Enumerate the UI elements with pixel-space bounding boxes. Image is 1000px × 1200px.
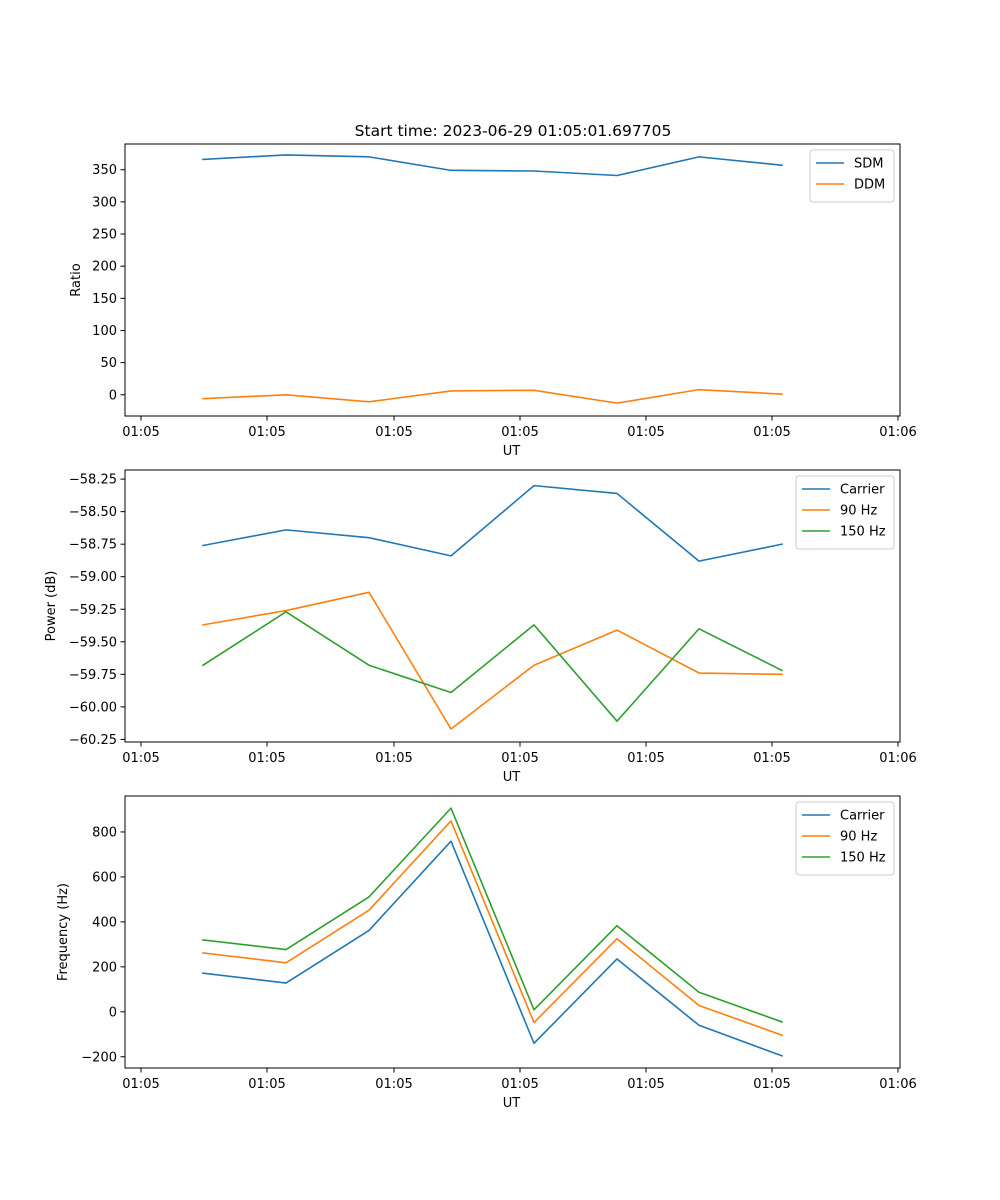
x-axis-label: UT [503, 444, 521, 459]
x-tick-label: 01:05 [501, 751, 538, 766]
y-tick-label: −58.75 [69, 538, 117, 553]
series-line-150-hz [202, 807, 784, 1023]
y-tick-label: −59.75 [69, 668, 117, 683]
y-tick-label: 300 [92, 195, 117, 210]
y-axis-label: Ratio [69, 263, 84, 296]
series-line-150-hz [201, 611, 784, 722]
y-tick-label: 800 [92, 825, 117, 840]
plot-frame [124, 143, 901, 417]
legend-entry: Carrier [840, 809, 885, 824]
x-tick-label: 01:05 [627, 1077, 664, 1092]
series-line-carrier [202, 484, 783, 562]
plot-frame [124, 795, 901, 1069]
y-tick-label: 100 [92, 324, 117, 339]
x-tick-label: 01:05 [375, 1077, 412, 1092]
x-tick-label: 01:05 [375, 751, 412, 766]
series-line-sdm [202, 154, 783, 177]
x-tick-label: 01:05 [501, 425, 538, 440]
series-line-90-hz [202, 820, 784, 1037]
y-tick-label: 0 [109, 1005, 117, 1020]
y-tick-label: 200 [92, 260, 117, 275]
legend-entry: 150 Hz [840, 525, 886, 540]
legend-entry: SDM [854, 157, 883, 172]
plot-frame [124, 469, 901, 743]
legend-entry: 150 Hz [840, 851, 886, 866]
y-axis-label: Power (dB) [44, 571, 59, 642]
legend: Carrier 90 Hz 150 Hz [795, 475, 895, 550]
y-tick-label: −58.50 [69, 505, 117, 520]
x-tick-label: 01:05 [627, 751, 664, 766]
x-tick-label: 01:05 [248, 751, 285, 766]
x-tick-label: 01:06 [879, 751, 916, 766]
y-axis-label: Frequency (Hz) [56, 883, 71, 981]
y-tick-label: 150 [92, 292, 117, 307]
x-tick-label: 01:05 [501, 1077, 538, 1092]
x-tick-label: 01:05 [248, 425, 285, 440]
x-tick-label: 01:05 [753, 425, 790, 440]
x-tick-label: 01:05 [753, 751, 790, 766]
y-tick-label: −59.00 [69, 570, 117, 585]
x-tick-label: 01:06 [879, 425, 916, 440]
x-tick-label: 01:05 [753, 1077, 790, 1092]
series-line-ddm [202, 388, 783, 404]
legend-entry: DDM [854, 178, 885, 193]
y-tick-label: 50 [100, 356, 117, 371]
y-tick-label: 0 [109, 388, 117, 403]
x-tick-label: 01:05 [122, 751, 159, 766]
chart-title: Start time: 2023-06-29 01:05:01.697705 [355, 122, 672, 140]
y-tick-label: 350 [92, 163, 117, 178]
legend-entry: 90 Hz [840, 830, 877, 845]
legend-entry: Carrier [840, 483, 885, 498]
y-tick-label: −60.00 [69, 700, 117, 715]
series-line-90-hz [202, 591, 783, 730]
y-tick-label: −200 [81, 1050, 117, 1065]
legend-entry: 90 Hz [840, 504, 877, 519]
x-axis-label: UT [503, 770, 521, 785]
subplot-2: 01:05 01:05 01:05 01:05 01:05 01:05 01:06 −58.2… [44, 469, 917, 785]
y-tick-label: −59.25 [69, 603, 117, 618]
x-tick-label: 01:06 [879, 1077, 916, 1092]
subplot-1: 01:05 01:05 01:05 01:05 01:05 01:05 01:06 0 50 10… [69, 143, 917, 459]
y-tick-label: 400 [92, 915, 117, 930]
x-tick-label: 01:05 [627, 425, 664, 440]
x-tick-label: 01:05 [122, 425, 159, 440]
y-tick-label: −59.50 [69, 635, 117, 650]
series-line-carrier [202, 840, 784, 1057]
subplots: 01:05 01:05 01:05 01:05 01:05 01:05 01:06 0 50 10… [44, 143, 917, 1111]
x-tick-label: 01:05 [375, 425, 412, 440]
x-tick-label: 01:05 [248, 1077, 285, 1092]
legend: Carrier 90 Hz 150 Hz [795, 801, 895, 876]
y-tick-label: −60.25 [69, 733, 117, 748]
y-tick-label: −58.25 [69, 473, 117, 488]
legend: SDM DDM [809, 149, 895, 203]
y-tick-label: 200 [92, 960, 117, 975]
y-tick-label: 600 [92, 870, 117, 885]
y-tick-label: 250 [92, 228, 117, 243]
subplot-3: 01:05 01:05 01:05 01:05 01:05 01:05 01:06 −200 0… [56, 795, 917, 1111]
x-axis-label: UT [503, 1096, 521, 1111]
x-tick-label: 01:05 [122, 1077, 159, 1092]
